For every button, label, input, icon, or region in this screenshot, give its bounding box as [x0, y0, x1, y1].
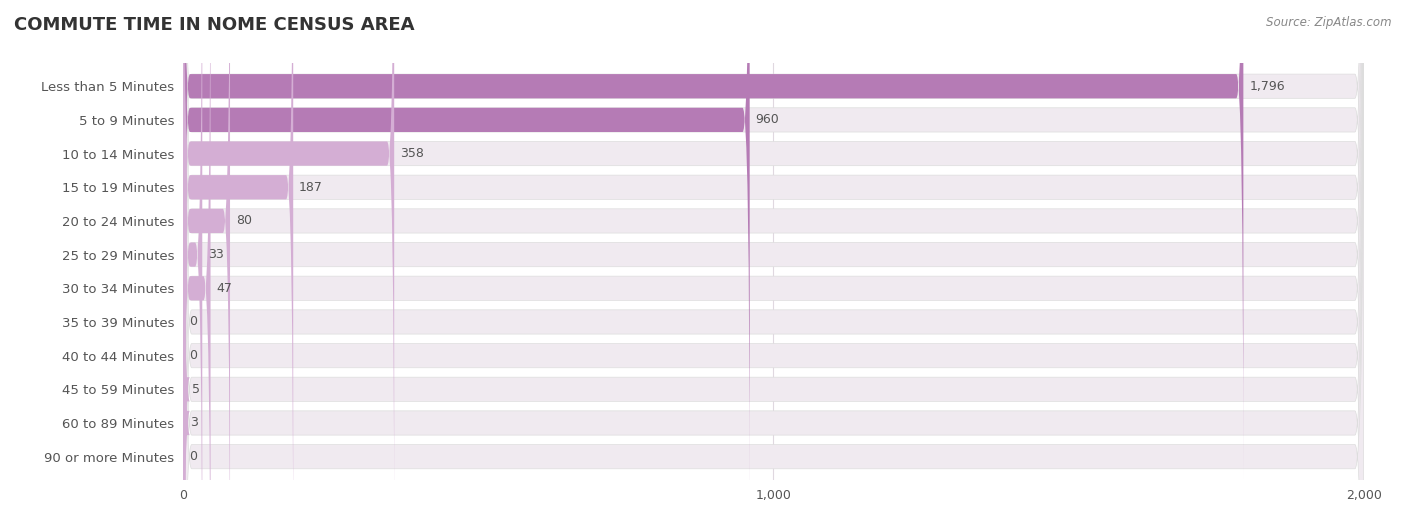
Text: 187: 187 — [299, 181, 323, 194]
Text: 33: 33 — [208, 248, 224, 261]
FancyBboxPatch shape — [183, 0, 211, 522]
FancyBboxPatch shape — [183, 0, 1364, 522]
FancyBboxPatch shape — [179, 0, 190, 522]
Text: 47: 47 — [217, 282, 232, 295]
FancyBboxPatch shape — [183, 0, 1364, 522]
FancyBboxPatch shape — [183, 0, 1243, 478]
FancyBboxPatch shape — [183, 0, 1364, 522]
FancyBboxPatch shape — [183, 0, 1364, 522]
Text: 0: 0 — [188, 349, 197, 362]
FancyBboxPatch shape — [183, 0, 1364, 522]
Text: COMMUTE TIME IN NOME CENSUS AREA: COMMUTE TIME IN NOME CENSUS AREA — [14, 16, 415, 33]
FancyBboxPatch shape — [183, 0, 1364, 522]
Text: 1,796: 1,796 — [1250, 80, 1285, 93]
FancyBboxPatch shape — [183, 0, 1364, 522]
Text: Source: ZipAtlas.com: Source: ZipAtlas.com — [1267, 16, 1392, 29]
Text: 5: 5 — [191, 383, 200, 396]
FancyBboxPatch shape — [183, 0, 1364, 522]
Text: 358: 358 — [401, 147, 425, 160]
FancyBboxPatch shape — [183, 0, 1364, 522]
Text: 80: 80 — [236, 215, 252, 228]
Text: 0: 0 — [188, 450, 197, 463]
Text: 960: 960 — [755, 113, 779, 126]
Text: 3: 3 — [190, 417, 198, 430]
Text: 0: 0 — [188, 315, 197, 328]
FancyBboxPatch shape — [183, 0, 394, 522]
FancyBboxPatch shape — [183, 0, 1364, 522]
FancyBboxPatch shape — [183, 0, 1364, 522]
FancyBboxPatch shape — [183, 0, 1364, 522]
FancyBboxPatch shape — [183, 0, 202, 522]
FancyBboxPatch shape — [183, 0, 231, 522]
FancyBboxPatch shape — [183, 0, 749, 512]
FancyBboxPatch shape — [183, 0, 294, 522]
FancyBboxPatch shape — [177, 31, 190, 522]
